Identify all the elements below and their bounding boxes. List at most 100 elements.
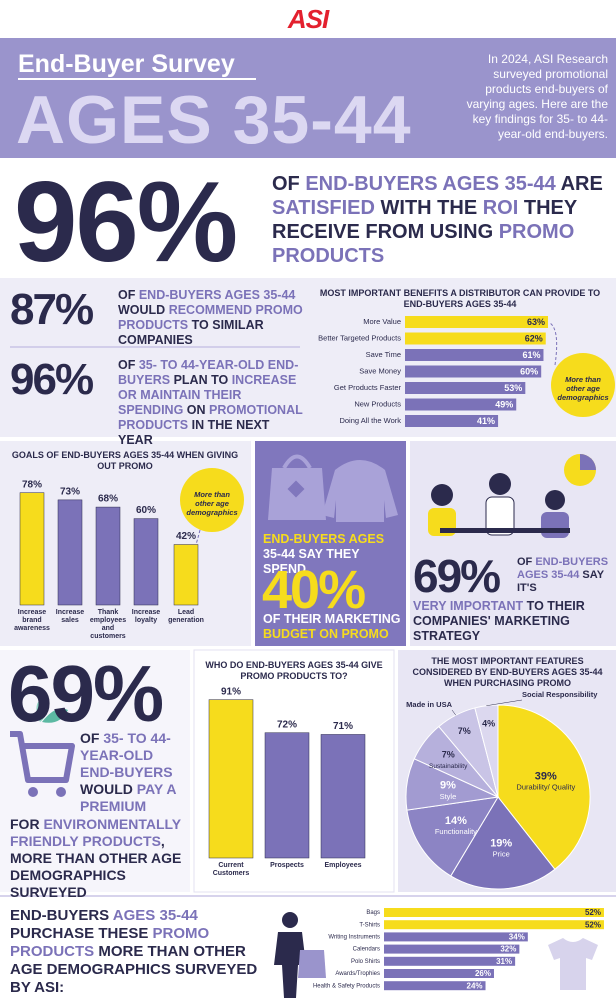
- category-label: Thank employees and customers: [89, 609, 127, 640]
- text-segment: ON: [183, 403, 209, 417]
- headline-text: OF END-BUYERS AGES 35-44 ARE SATISFIED W…: [272, 172, 612, 268]
- headline-stat: 96%: [14, 159, 238, 286]
- text-segment: ROI: [482, 197, 519, 219]
- text-segment: OF: [118, 358, 139, 372]
- text-segment: 35-44 SAY THEY SPEND: [263, 547, 360, 576]
- text-segment: IN THE NEXT YEAR: [118, 418, 270, 447]
- eco-text: FOR ENVIRONMENTALLY FRIENDLY PRODUCTS, M…: [10, 816, 192, 901]
- value-label: 68%: [98, 494, 118, 505]
- text-segment: END-BUYERS AGES 35-44: [517, 556, 609, 581]
- category-label: Employees: [324, 862, 362, 869]
- category-label: Sustainability: [429, 763, 468, 770]
- chart-title: MOST IMPORTANT BENEFITS A DISTRIBUTOR CA…: [319, 288, 601, 309]
- category-label: Writing Instruments: [328, 934, 380, 940]
- bar: [264, 732, 310, 859]
- text-segment: OF: [272, 173, 306, 195]
- text-segment: AGES 35-44: [112, 907, 198, 924]
- text-segment: WOULD: [80, 781, 137, 797]
- category-label: Save Money: [359, 366, 401, 375]
- category-label: Calendars: [353, 947, 380, 953]
- strategy-text: OF END-BUYERS AGES 35-44 SAY IT'S: [517, 556, 613, 595]
- purchase-text: END-BUYERS AGES 35-44 PURCHASE THESE PRO…: [10, 907, 262, 997]
- text-segment: PLAN TO: [170, 373, 232, 387]
- logo: ASI: [287, 4, 329, 34]
- category-label: Health & Safety Products: [313, 983, 380, 989]
- category-label: Functionality: [435, 827, 477, 836]
- value-label: 62%: [525, 333, 543, 343]
- eco-stat: 69%: [8, 649, 164, 738]
- bar: [384, 920, 604, 930]
- text-segment: ENVIRONMENTALLY FRIENDLY PRODUCTS: [10, 816, 181, 849]
- category-label: Social Responsibility: [522, 690, 598, 699]
- text-segment: PROMOTIONAL PRODUCTS: [118, 403, 303, 432]
- header-subtitle: AGES 35-44: [16, 82, 412, 158]
- value-label: 49%: [495, 399, 513, 409]
- text-segment: END-BUYERS AGES 35-44: [305, 173, 556, 195]
- budget-text: OF THEIR MARKETING BUDGET ON PROMO: [263, 612, 403, 642]
- text-segment: RECOMMEND PROMO PRODUCTS: [118, 303, 303, 332]
- text-segment: 35- TO 44-YEAR-OLD END-BUYERS: [80, 730, 173, 780]
- pie-slice: [474, 704, 499, 798]
- category-label: Style: [440, 792, 457, 801]
- pie-slice: [406, 796, 499, 877]
- category-label: Increase sales: [55, 609, 85, 624]
- value-label: 24%: [467, 981, 483, 990]
- bar: [384, 981, 486, 991]
- bar: [405, 332, 546, 345]
- value-label: 72%: [277, 719, 297, 730]
- budget-text: END-BUYERS AGES 35-44 SAY THEY SPEND: [263, 532, 403, 577]
- annotation-arrow: [549, 322, 558, 366]
- bar: [405, 382, 526, 394]
- text-segment: ARE: [555, 173, 603, 195]
- budget-stat: 40%: [262, 560, 366, 620]
- value-label: 78%: [22, 479, 42, 490]
- bar: [19, 492, 45, 606]
- category-label: Better Targeted Products: [318, 333, 401, 342]
- value-label: 7%: [442, 749, 455, 759]
- bar: [173, 544, 199, 606]
- header-title: End-Buyer Survey: [18, 50, 235, 78]
- category-label: Lead generation: [168, 609, 204, 624]
- category-label: Prospects: [270, 862, 304, 869]
- value-label: 53%: [504, 383, 522, 393]
- bar: [57, 499, 83, 606]
- value-label: 60%: [520, 366, 538, 376]
- category-label: Made in USA: [406, 700, 452, 709]
- category-label: Bags: [366, 910, 380, 916]
- text-segment: INCREASE OR MAINTAIN THEIR SPENDING: [118, 373, 297, 417]
- bar: [405, 415, 499, 427]
- shopper-icon: [274, 912, 326, 998]
- value-label: 60%: [136, 505, 156, 516]
- category-label: Increase brand awareness: [14, 609, 50, 632]
- bar: [384, 908, 604, 917]
- stat-text: OF 35- TO 44-YEAR-OLD END-BUYERS PLAN TO…: [118, 358, 303, 448]
- value-label: 63%: [527, 317, 545, 327]
- value-label: 7%: [458, 726, 471, 736]
- category-label: Increase loyalty: [131, 609, 161, 624]
- text-segment: VERY IMPORTANT: [413, 599, 524, 613]
- stat: 87%: [10, 285, 94, 334]
- chart-title: GOALS OF END-BUYERS AGES 35-44 WHEN GIVI…: [11, 450, 239, 471]
- category-label: Polo Shirts: [351, 959, 380, 965]
- value-label: 31%: [496, 957, 512, 966]
- header-intro: In 2024, ASI Research surveyed promotion…: [466, 52, 608, 141]
- category-label: More Value: [363, 317, 401, 326]
- text-segment: TO THEIR COMPANIES' MARKETING STRATEGY: [413, 599, 585, 643]
- text-segment: PURCHASE THESE: [10, 925, 153, 942]
- bar: [320, 734, 366, 859]
- bar: [384, 944, 520, 954]
- eco-text: OF 35- TO 44-YEAR-OLD END-BUYERS WOULD P…: [80, 730, 190, 815]
- annotation: More than other age demographics: [557, 375, 609, 402]
- text-segment: END-BUYERS: [10, 907, 113, 924]
- pie-slice: [450, 796, 556, 890]
- value-label: 34%: [509, 933, 525, 942]
- bar: [384, 956, 516, 966]
- strategy-text: VERY IMPORTANT TO THEIR COMPANIES' MARKE…: [413, 599, 608, 644]
- value-label: 26%: [475, 969, 491, 978]
- text-segment: WITH THE: [374, 197, 483, 219]
- category-label: T-Shirts: [359, 922, 380, 928]
- shirt-icon: [548, 938, 598, 990]
- bar: [405, 365, 542, 378]
- value-label: 9%: [440, 780, 456, 792]
